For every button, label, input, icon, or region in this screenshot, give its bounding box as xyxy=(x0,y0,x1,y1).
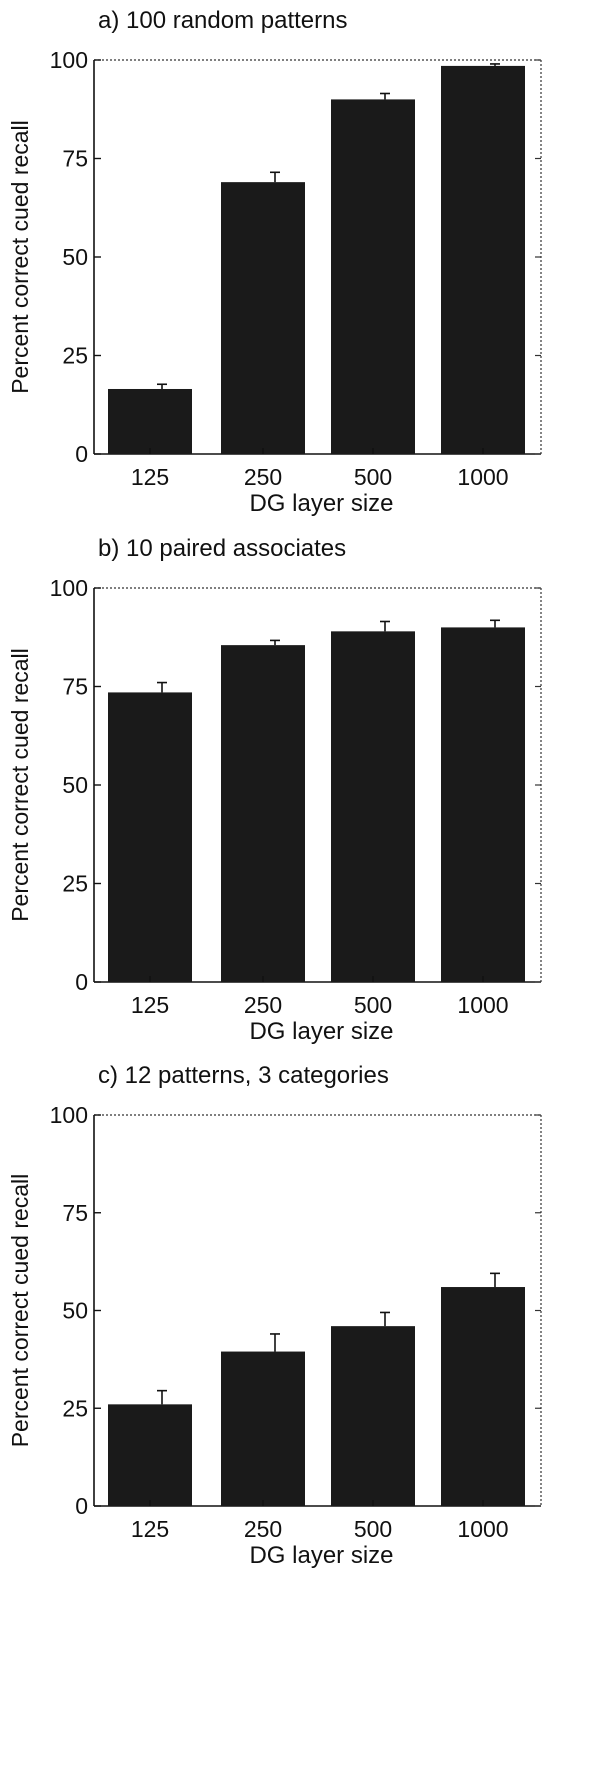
chart-title: c) 12 patterns, 3 categories xyxy=(98,1062,389,1089)
x-axis-label: DG layer size xyxy=(249,1018,393,1045)
x-tick-label: 1000 xyxy=(457,1516,508,1542)
y-tick-label: 100 xyxy=(50,1102,88,1128)
x-tick-label: 500 xyxy=(354,464,392,490)
y-tick-label: 100 xyxy=(50,575,88,601)
y-tick-label: 25 xyxy=(62,1395,88,1421)
y-tick-label: 75 xyxy=(62,146,88,172)
y-axis-label: Percent correct cued recall xyxy=(7,1174,33,1448)
x-tick-label: 1000 xyxy=(457,464,508,490)
y-tick-label: 0 xyxy=(75,1493,88,1519)
y-tick-label: 0 xyxy=(75,969,88,995)
y-tick-label: 50 xyxy=(62,772,88,798)
y-tick-label: 75 xyxy=(62,1200,88,1226)
y-tick-label: 0 xyxy=(75,441,88,467)
y-axis-label: Percent correct cued recall xyxy=(7,648,33,922)
chart-panel-3: c) 12 patterns, 3 categories 0 25 50 75 100 Pe… xyxy=(7,1062,542,1569)
y-tick-label: 50 xyxy=(62,244,88,270)
bar-1000 xyxy=(441,1287,525,1506)
x-axis-label: DG layer size xyxy=(249,490,393,517)
bar-1000 xyxy=(441,65,525,454)
x-tick-label: 250 xyxy=(244,1516,282,1542)
chart-title: a) 100 random patterns xyxy=(98,7,347,34)
x-tick-label: 125 xyxy=(131,464,169,490)
bar-125 xyxy=(108,692,192,982)
y-axis-label: Percent correct cued recall xyxy=(7,120,33,394)
bar-250 xyxy=(221,1351,305,1506)
bar-500 xyxy=(331,99,415,455)
chart-panel-1: a) 100 random patterns 0 25 50 75 100 Percent … xyxy=(7,7,542,517)
x-tick-label: 125 xyxy=(131,1516,169,1542)
x-tick-label: 250 xyxy=(244,464,282,490)
x-axis-label: DG layer size xyxy=(249,1542,393,1569)
bar-250 xyxy=(221,182,305,454)
y-tick-label: 100 xyxy=(50,47,88,73)
bar-125 xyxy=(108,388,192,454)
bar-500 xyxy=(331,1326,415,1506)
chart-title: b) 10 paired associates xyxy=(98,535,346,562)
y-tick-label: 50 xyxy=(62,1298,88,1324)
bar-250 xyxy=(221,645,305,982)
bar-500 xyxy=(331,631,415,982)
y-tick-label: 25 xyxy=(62,871,88,897)
chart-panel-2: b) 10 paired associates 0 25 50 75 100 Percent… xyxy=(7,535,542,1045)
bar-125 xyxy=(108,1404,192,1506)
x-tick-label: 250 xyxy=(244,992,282,1018)
y-tick-label: 75 xyxy=(62,674,88,700)
bar-1000 xyxy=(441,627,525,982)
x-tick-label: 500 xyxy=(354,1516,392,1542)
x-tick-label: 1000 xyxy=(457,992,508,1018)
x-tick-label: 500 xyxy=(354,992,392,1018)
x-tick-label: 125 xyxy=(131,992,169,1018)
y-tick-label: 25 xyxy=(62,343,88,369)
